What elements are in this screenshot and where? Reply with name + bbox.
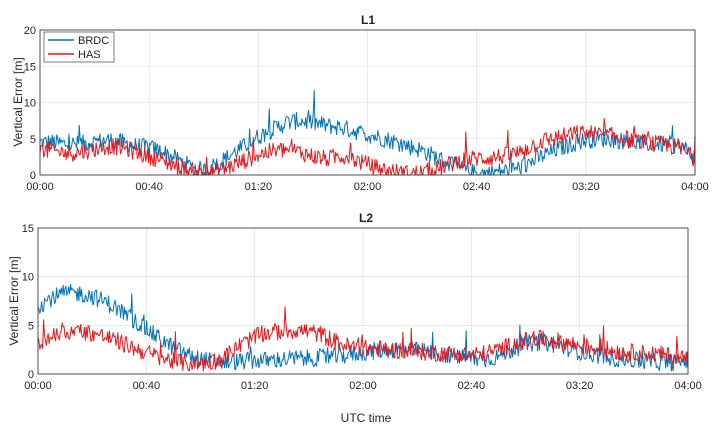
y-tick-label: 15 xyxy=(24,61,36,73)
x-tick-label: 02:00 xyxy=(349,380,377,392)
y-tick-label: 10 xyxy=(22,272,34,284)
x-axis-label: UTC time xyxy=(341,411,392,425)
legend-label-brdc: BRDC xyxy=(78,35,109,47)
y-ticks-l1: 0 5 10 15 20 xyxy=(24,25,36,182)
y-ticks-l2: 0 5 10 15 xyxy=(22,223,34,381)
y-axis-label-l2: Vertical Error [m] xyxy=(7,256,21,345)
y-tick-label: 5 xyxy=(30,134,36,146)
chart-l2: L2 00:00 00:40 01:20 02:00 02:40 03:20 04:00 0… xyxy=(7,211,702,392)
x-tick-label: 04:00 xyxy=(674,380,702,392)
x-tick-label: 00:00 xyxy=(24,380,52,392)
x-tick-label: 02:40 xyxy=(458,380,486,392)
y-tick-label: 20 xyxy=(24,25,36,37)
y-axis-label-l1: Vertical Error [m] xyxy=(11,57,25,146)
y-tick-label: 15 xyxy=(22,223,34,235)
x-tick-label: 04:00 xyxy=(681,181,709,193)
x-ticks-l2: 00:00 00:40 01:20 02:00 02:40 03:20 04:00 xyxy=(24,380,702,392)
series-line-brdc xyxy=(39,90,695,176)
series-line-has xyxy=(37,306,689,372)
legend-label-has: HAS xyxy=(78,49,101,61)
x-tick-label: 02:40 xyxy=(463,181,491,193)
x-tick-label: 00:00 xyxy=(26,181,54,193)
series-line-brdc xyxy=(37,284,689,372)
plot-border-l1 xyxy=(39,29,696,176)
x-tick-label: 01:20 xyxy=(241,380,269,392)
chart-l1: L1 00:00 00:40 01:20 02:00 02:40 03:20 04:00 0… xyxy=(11,13,709,193)
x-tick-label: 00:40 xyxy=(133,380,161,392)
y-tick-label: 0 xyxy=(30,170,36,182)
y-tick-label: 5 xyxy=(28,320,34,332)
x-ticks-l1: 00:00 00:40 01:20 02:00 02:40 03:20 04:00 xyxy=(26,181,709,193)
x-tick-label: 00:40 xyxy=(135,181,163,193)
x-tick-label: 01:20 xyxy=(245,181,273,193)
series-group-l2 xyxy=(37,284,689,372)
x-tick-label: 03:20 xyxy=(566,380,594,392)
chart-title-l2: L2 xyxy=(359,211,373,225)
x-tick-label: 03:20 xyxy=(572,181,600,193)
x-tick-label: 02:00 xyxy=(354,181,382,193)
plot-border-l2 xyxy=(37,227,689,375)
legend-box xyxy=(43,31,115,63)
legend: BRDC HAS xyxy=(43,31,115,63)
series-group-l1 xyxy=(39,90,696,176)
series-line-has xyxy=(39,117,696,176)
y-tick-label: 10 xyxy=(24,98,36,110)
chart-title-l1: L1 xyxy=(361,13,375,27)
y-tick-label: 0 xyxy=(28,369,34,381)
